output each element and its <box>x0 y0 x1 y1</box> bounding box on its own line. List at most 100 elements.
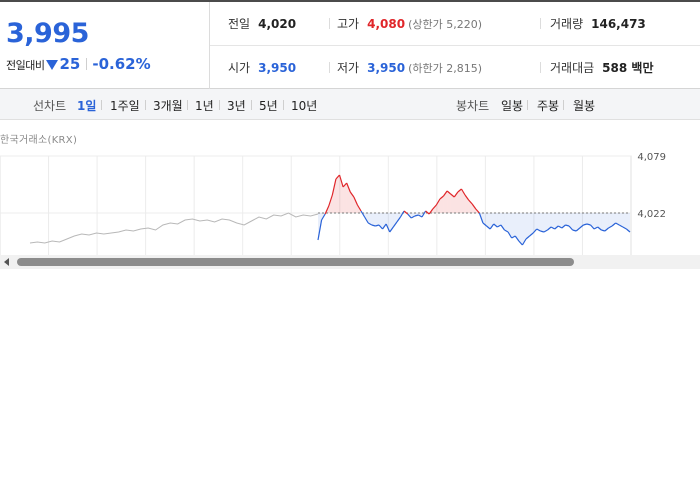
down-arrow-icon <box>46 60 59 70</box>
period-3y[interactable]: 3년 <box>227 99 246 113</box>
price-line-segment <box>342 182 348 188</box>
price-line-segment <box>346 182 351 193</box>
period-10y[interactable]: 10년 <box>291 99 318 113</box>
summary-row-2: 시가 3,950 저가 3,950 (하한가 2,815) 거래대금 588 백만 <box>210 46 700 89</box>
fill-segment <box>461 189 466 213</box>
price-line-segment <box>317 219 323 241</box>
scroll-left-arrow-icon[interactable] <box>4 258 9 266</box>
fill-segment <box>576 213 580 231</box>
chart-scrollbar[interactable] <box>0 255 700 269</box>
lower-limit: (하한가 2,815) <box>408 62 482 75</box>
plot-area <box>0 155 632 260</box>
price-line-segment <box>443 190 448 197</box>
price-line-segment <box>547 226 552 231</box>
divider <box>540 62 541 73</box>
fill-segment <box>579 213 584 228</box>
period-1y[interactable]: 1년 <box>195 99 214 113</box>
fill-segment <box>457 189 462 213</box>
price-chart-svg: 4,079 4,022 <box>0 152 666 260</box>
price-line-segment <box>618 224 624 228</box>
divider <box>329 18 330 29</box>
fill-segment <box>558 213 562 228</box>
price-line-segment <box>608 225 613 229</box>
fill-segment <box>543 213 548 232</box>
price-line-segment <box>324 205 330 215</box>
fill-segment <box>518 213 523 245</box>
fill-segment <box>565 213 570 226</box>
fill-segment <box>604 213 609 231</box>
price-line-segment <box>521 238 527 246</box>
upper-limit: (상한가 5,220) <box>408 18 482 31</box>
fill-segment <box>619 213 623 227</box>
fill-segment <box>540 213 544 232</box>
fill-segment <box>447 191 451 213</box>
period-1w[interactable]: 1주일 <box>110 99 140 113</box>
low-price: 저가 3,950 (하한가 2,815) <box>337 59 482 76</box>
fill-segment <box>601 213 605 231</box>
period-5y[interactable]: 5년 <box>259 99 278 113</box>
fill-segment <box>594 213 598 229</box>
change-percent: -0.62% <box>92 55 151 73</box>
price-line-segment <box>460 188 466 196</box>
fill-segment <box>332 179 336 213</box>
fill-segment <box>615 213 620 225</box>
price-line-segment <box>385 223 391 233</box>
price-line-segment <box>532 228 538 234</box>
divider <box>329 62 330 73</box>
fill-segment <box>378 213 383 229</box>
fill-segment <box>569 213 573 230</box>
fill-segment <box>486 213 491 229</box>
quote-panel: 3,995 전일대비 25 -0.62% 전일 4,020 고가 4,080 (상한가 5… <box>0 0 700 89</box>
candle-daily[interactable]: 일봉 <box>501 99 524 113</box>
previous-period-line <box>29 212 319 244</box>
fill-segment <box>533 213 537 233</box>
divider <box>219 100 220 110</box>
price-line-segment <box>353 196 358 206</box>
price-line-segment <box>360 210 366 218</box>
scrollbar-thumb[interactable] <box>17 258 574 266</box>
volume-label: 거래량 <box>550 17 584 31</box>
divider <box>187 100 188 110</box>
divider <box>563 100 564 110</box>
turnover: 거래대금 588 백만 <box>550 59 653 76</box>
price-line-segment <box>439 195 444 200</box>
fill-segment <box>622 213 627 229</box>
prev-close-value: 4,020 <box>258 17 297 31</box>
period-3m[interactable]: 3개월 <box>153 99 183 113</box>
candle-weekly[interactable]: 주봉 <box>537 99 560 113</box>
price-chart: 4,079 4,022 <box>0 148 700 260</box>
divider <box>251 100 252 110</box>
change-label: 전일대비 <box>6 59 45 72</box>
price-line-segment <box>418 214 423 218</box>
price-line-segment <box>590 224 595 230</box>
price-line-segment <box>511 235 516 239</box>
period-1d[interactable]: 1일 <box>77 99 97 113</box>
fill-segment <box>590 213 595 229</box>
period-bar: 선차트 1일 1주일 3개월 1년 3년 5년 10년 봉차트 일봉 주봉 월봉 <box>0 89 700 120</box>
price-line-segment <box>475 208 480 214</box>
prev-close: 전일 4,020 <box>228 15 296 32</box>
summary-grid: 전일 4,020 고가 4,080 (상한가 5,220) 거래량 146,473 시가… <box>210 2 700 89</box>
volume: 거래량 146,473 <box>550 15 646 32</box>
price-line-segment <box>611 222 617 227</box>
open-label: 시가 <box>228 61 251 75</box>
turnover-value: 588 백만 <box>602 61 654 75</box>
candle-monthly[interactable]: 월봉 <box>573 99 596 113</box>
line-chart-label: 선차트 <box>33 99 67 113</box>
fill-segment <box>393 213 397 227</box>
price-line-segment <box>378 224 383 230</box>
summary-row-1: 전일 4,020 고가 4,080 (상한가 5,220) 거래량 146,473 <box>210 2 700 46</box>
price-line-segment <box>597 226 602 231</box>
fill-segment <box>511 213 516 238</box>
divider <box>101 100 102 110</box>
price-line-segment <box>328 194 333 207</box>
price-line-segment <box>349 191 355 198</box>
price-line-segment <box>601 229 606 232</box>
fill-segment <box>353 197 358 213</box>
price-line-segment <box>550 226 555 230</box>
fill-segment <box>529 213 534 236</box>
fill-segment <box>597 213 602 230</box>
price-line-segment <box>586 223 591 226</box>
price-line-segment <box>446 190 452 195</box>
price-line-segment <box>396 216 401 223</box>
